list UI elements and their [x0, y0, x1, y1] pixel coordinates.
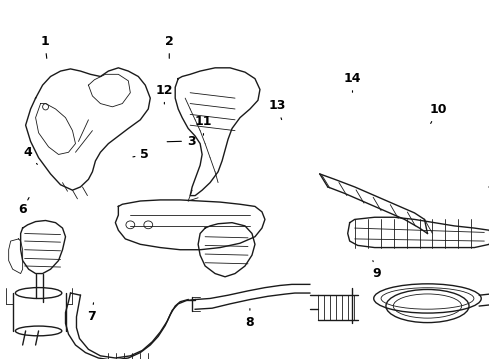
Text: 3: 3	[167, 135, 196, 148]
Text: 4: 4	[23, 146, 37, 165]
Text: 13: 13	[268, 99, 286, 120]
Text: 10: 10	[429, 103, 447, 123]
Text: 12: 12	[156, 84, 173, 104]
Text: 8: 8	[245, 309, 254, 329]
Text: 9: 9	[372, 261, 381, 280]
Text: 1: 1	[40, 35, 49, 58]
Text: 6: 6	[18, 198, 29, 216]
Text: 11: 11	[195, 115, 212, 135]
Text: 14: 14	[344, 72, 361, 92]
Text: 7: 7	[87, 303, 96, 323]
Text: 2: 2	[165, 35, 173, 58]
Text: 5: 5	[133, 148, 149, 161]
